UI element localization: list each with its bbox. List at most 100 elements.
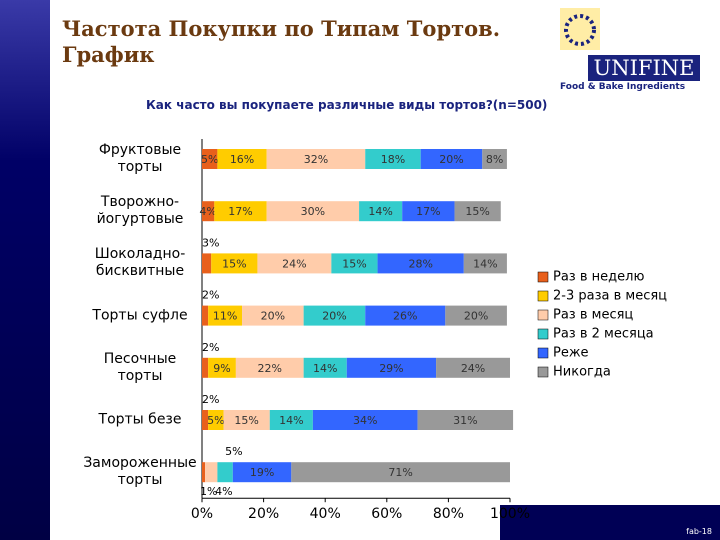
value-label: 16% <box>230 153 254 166</box>
value-label: 20% <box>261 310 285 323</box>
bar-segment <box>266 201 360 222</box>
value-label: 14% <box>279 414 303 427</box>
value-label: 5% <box>225 445 242 458</box>
bar-segment <box>420 149 483 169</box>
bar-segment <box>202 357 209 378</box>
bar-segment <box>417 410 514 430</box>
bar-segment <box>208 357 236 378</box>
bar-segment <box>359 201 403 222</box>
value-label: 2% <box>202 289 219 302</box>
value-label: 14% <box>473 257 497 270</box>
bar-segment <box>202 201 215 222</box>
value-label: 15% <box>465 205 489 218</box>
bar-segment <box>202 410 209 430</box>
bar-segment <box>436 357 510 378</box>
value-label: 15% <box>234 414 258 427</box>
value-label: 20% <box>322 310 346 323</box>
x-tick-label: 60% <box>371 506 402 522</box>
value-label: 20% <box>464 310 488 323</box>
value-label: 3% <box>202 236 219 249</box>
footer-bar <box>500 505 720 540</box>
value-label: 18% <box>381 153 405 166</box>
legend-label: Реже <box>553 346 589 361</box>
value-label: 20% <box>439 153 463 166</box>
slide-title: Частота Покупки по Типам Тортов. График <box>62 16 501 67</box>
value-label: 8% <box>486 153 503 166</box>
bar-segment <box>223 410 270 430</box>
value-label: 28% <box>408 257 432 270</box>
value-label: 17% <box>416 205 440 218</box>
bar-segment <box>257 253 332 274</box>
x-tick-label: 0% <box>191 506 213 522</box>
value-label: 2% <box>202 341 219 354</box>
bar-segment <box>217 462 233 483</box>
bar-segment <box>211 253 258 274</box>
legend-swatch <box>537 271 549 283</box>
x-tick-label: 20% <box>248 506 279 522</box>
value-label: 4% <box>215 485 232 498</box>
bar-segment <box>463 253 507 274</box>
bar-segment <box>205 462 218 483</box>
value-label: 5% <box>201 153 218 166</box>
category-label: Торты суфле <box>92 307 188 324</box>
legend-swatch <box>537 347 549 359</box>
value-label: 4% <box>199 205 216 218</box>
footer: fab-18 <box>686 527 712 536</box>
bar-segment <box>482 149 507 169</box>
value-label: 9% <box>213 362 230 375</box>
value-label: 22% <box>258 362 282 375</box>
bar-segment <box>242 305 304 326</box>
value-label: 11% <box>213 310 237 323</box>
value-label: 24% <box>461 362 485 375</box>
value-label: 17% <box>228 205 252 218</box>
bar-segment <box>402 201 455 222</box>
x-tick-label: 40% <box>310 506 341 522</box>
chart-title: Как часто вы покупаете различные виды то… <box>146 98 548 112</box>
value-label: 2% <box>202 393 219 406</box>
legend-swatch <box>537 366 549 378</box>
value-label: 14% <box>313 362 337 375</box>
bar-segment <box>202 253 212 274</box>
value-label: 1% <box>200 485 217 498</box>
bar-segment <box>445 305 507 326</box>
bar-segment <box>208 305 243 326</box>
bar-segment <box>365 149 421 169</box>
bar-segment <box>202 462 206 483</box>
bar-segment <box>346 357 437 378</box>
value-label: 29% <box>379 362 403 375</box>
category-label: Творожно-йогуртовые <box>96 194 184 228</box>
bar-segment <box>202 149 218 169</box>
x-tick-label: 100% <box>490 506 530 522</box>
bar-segment <box>303 305 366 326</box>
bar-segment <box>331 253 378 274</box>
value-label: 34% <box>353 414 377 427</box>
bar-segment <box>235 357 304 378</box>
legend-swatch <box>537 290 549 302</box>
bar-segment <box>377 253 464 274</box>
logo-tagline: Food & Bake Ingredients <box>560 82 686 92</box>
legend-label: Раз в месяц <box>553 308 633 323</box>
bar-segment <box>217 149 267 169</box>
bar-segment <box>232 462 292 483</box>
value-label: 31% <box>453 414 477 427</box>
category-label: Фруктовые торты <box>98 142 182 175</box>
bar-segment <box>269 410 313 430</box>
bar-segment <box>454 201 501 222</box>
value-label: 30% <box>301 205 325 218</box>
legend-swatch <box>537 328 549 340</box>
legend-swatch <box>537 309 549 321</box>
legend-label: Раз в 2 месяца <box>553 327 654 342</box>
bar-segment <box>365 305 446 326</box>
bar-segment <box>208 410 224 430</box>
side-strip <box>0 0 50 540</box>
bar-segment <box>214 201 267 222</box>
legend-label: 2-3 раза в месяц <box>553 289 667 304</box>
x-tick-label: 80% <box>433 506 464 522</box>
category-label: Песочные торты <box>103 350 177 384</box>
legend-label: Никогда <box>553 365 611 380</box>
logo-icon <box>564 14 596 46</box>
bar-segment <box>202 305 209 326</box>
value-label: 15% <box>222 257 246 270</box>
